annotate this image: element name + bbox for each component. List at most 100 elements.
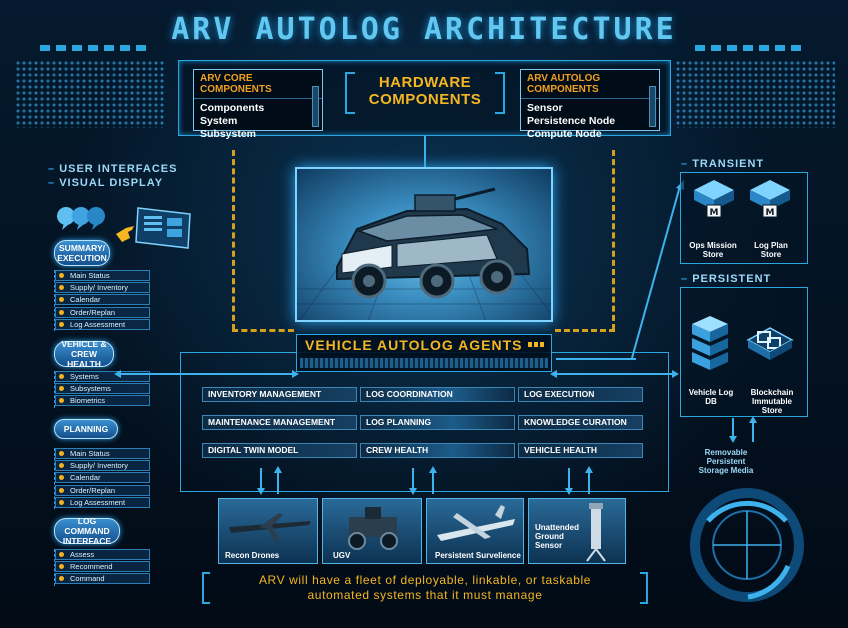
vehicle-crew-health-list: Systems Subsystems Biometrics [54, 371, 150, 408]
connector-hw-vehicle [424, 136, 426, 167]
user-interfaces-text: USER INTERFACES [59, 163, 178, 175]
log-command-interface-list: Assess Recommend Command [54, 549, 150, 586]
list-item[interactable]: Systems [55, 371, 150, 382]
page-title: ARV AUTOLOG ARCHITECTURE [171, 12, 677, 47]
list-item[interactable]: Log Assessment [55, 318, 150, 330]
svg-text:M: M [710, 208, 719, 218]
core-components-panel: ARV CORE COMPONENTS Components System Su… [193, 69, 323, 140]
planning-list: Main Status Supply/ Inventory Calendar O… [54, 448, 150, 509]
connector-agents-right [556, 373, 672, 375]
log-command-interface-label: LOG COMMAND INTERFACE [62, 516, 112, 546]
dash-bullet: – [48, 177, 60, 189]
hand-pointer-icon [116, 226, 134, 242]
hardware-label: HARDWARE COMPONENTS [355, 74, 495, 108]
vehicle-image [295, 167, 553, 322]
arrow-left-head [550, 370, 557, 378]
list-item[interactable]: Order/Replan [55, 484, 150, 496]
list-item[interactable]: Assess [55, 549, 150, 560]
agent-maintenance-management[interactable]: MAINTENANCE MANAGEMENT [202, 415, 357, 430]
agent-log-execution[interactable]: LOG EXECUTION [518, 387, 643, 402]
agent-knowledge-curation[interactable]: KNOWLEDGE CURATION [518, 415, 643, 430]
vehicle-crew-health-pill[interactable]: VEHICLE & CREW HEALTH [54, 339, 114, 369]
user-interfaces-label: – USER INTERFACES [48, 163, 177, 175]
connector-ugv-agents [432, 470, 434, 494]
vehicle-log-db-label: Vehicle Log DB [688, 388, 734, 406]
planning-pill[interactable]: PLANNING [54, 419, 118, 439]
removable-storage-label: Removable Persistent Storage Media [698, 448, 754, 475]
connector-to-transient [556, 358, 636, 360]
core-components-heading: ARV CORE COMPONENTS [194, 70, 322, 99]
transient-label: – TRANSIENT [681, 158, 764, 170]
agent-inventory-management[interactable]: INVENTORY MANAGEMENT [202, 387, 357, 402]
dot-field-left-top [15, 60, 165, 128]
list-item[interactable]: Biometrics [55, 395, 150, 407]
list-item[interactable]: Recommend [55, 561, 150, 573]
ground-sensor-label: Unattended Ground Sensor [535, 523, 579, 550]
list-item[interactable]: Calendar [55, 472, 150, 484]
footer-line1: ARV will have a fleet of deployable, lin… [258, 573, 592, 587]
persistent-label: – PERSISTENT [681, 273, 771, 285]
chip-icon: M [694, 180, 734, 218]
footer-line2: automated systems that it must manage [307, 588, 543, 602]
log-plan-store-label: Log Plan Store [754, 241, 788, 259]
blockchain-icon [746, 327, 794, 360]
server-stack-icon [692, 316, 728, 370]
drone-icon [229, 513, 311, 543]
list-item[interactable]: Main Status [55, 270, 150, 281]
autolog-components-heading: ARV AUTOLOG COMPONENTS [521, 70, 659, 99]
uav-icon [437, 505, 515, 541]
arrow-right-head [672, 370, 679, 378]
list-item[interactable]: Supply/ Inventory [55, 460, 150, 472]
log-command-interface-pill[interactable]: LOG COMMAND INTERFACE [54, 516, 120, 546]
list-item[interactable]: Calendar [55, 294, 150, 306]
autolog-panel-scrollbar[interactable] [649, 86, 656, 127]
tablet-icon [135, 207, 191, 249]
connector-left-agents [120, 373, 292, 375]
dash-bullet: – [681, 158, 693, 170]
yellow-rail-left-bottom [232, 329, 294, 332]
asset-persistent-survelience: Persistent Survelience [426, 498, 524, 564]
arrow-left-head [114, 370, 121, 378]
reticle-icon [690, 488, 804, 602]
agent-log-coordination[interactable]: LOG COORDINATION [360, 387, 515, 402]
agent-digital-twin-model[interactable]: DIGITAL TWIN MODEL [202, 443, 357, 458]
persistent-survelience-label: Persistent Survelience [435, 551, 521, 560]
autolog-component-item: Persistence Node [527, 115, 616, 127]
arrow-down-head [257, 488, 265, 495]
ops-mission-store-label: Ops Mission Store [689, 241, 737, 259]
blockchain-store-label: Blockchain Immutable Store [750, 388, 794, 415]
list-item[interactable]: Main Status [55, 448, 150, 459]
core-component-item: System [200, 115, 238, 127]
list-item[interactable]: Log Assessment [55, 496, 150, 508]
list-item[interactable]: Subsystems [55, 383, 150, 395]
footer-bracket-left [202, 572, 210, 604]
core-component-item: Subsystem [200, 128, 257, 140]
summary-execution-list: Main Status Supply/ Inventory Calendar O… [54, 270, 150, 331]
agent-log-planning[interactable]: LOG PLANNING [360, 415, 515, 430]
agent-vehicle-health[interactable]: VEHICLE HEALTH [518, 443, 643, 458]
connector-sensor-agents [588, 470, 590, 494]
list-item[interactable]: Order/Replan [55, 306, 150, 318]
dot-field-right-top [675, 60, 835, 128]
list-item[interactable]: Command [55, 573, 150, 585]
ground-sensor-icon [586, 503, 606, 562]
connector-agents-ugv [412, 468, 414, 490]
yellow-rail-left [232, 150, 235, 330]
core-component-item: Components [200, 102, 265, 114]
agent-crew-health[interactable]: CREW HEALTH [360, 443, 515, 458]
ugv-label: UGV [333, 551, 351, 560]
asset-ugv: UGV [322, 498, 422, 564]
yellow-rail-right [612, 150, 615, 330]
list-item[interactable]: Supply/ Inventory [55, 282, 150, 294]
summary-execution-pill[interactable]: SUMMARY/ EXECUTION [54, 240, 110, 266]
agents-indicator-dots [528, 342, 546, 347]
footer-caption: ARV will have a fleet of deployable, lin… [210, 573, 640, 603]
planning-label: PLANNING [63, 424, 109, 434]
arrow-up-head [749, 416, 757, 423]
connector-persistent-removable [732, 418, 734, 438]
recon-drones-label: Recon Drones [225, 551, 280, 560]
chip-icon: M [750, 180, 790, 218]
hw-label-bracket-right [495, 72, 505, 114]
transient-text: TRANSIENT [692, 158, 765, 170]
core-panel-scrollbar[interactable] [312, 86, 319, 127]
